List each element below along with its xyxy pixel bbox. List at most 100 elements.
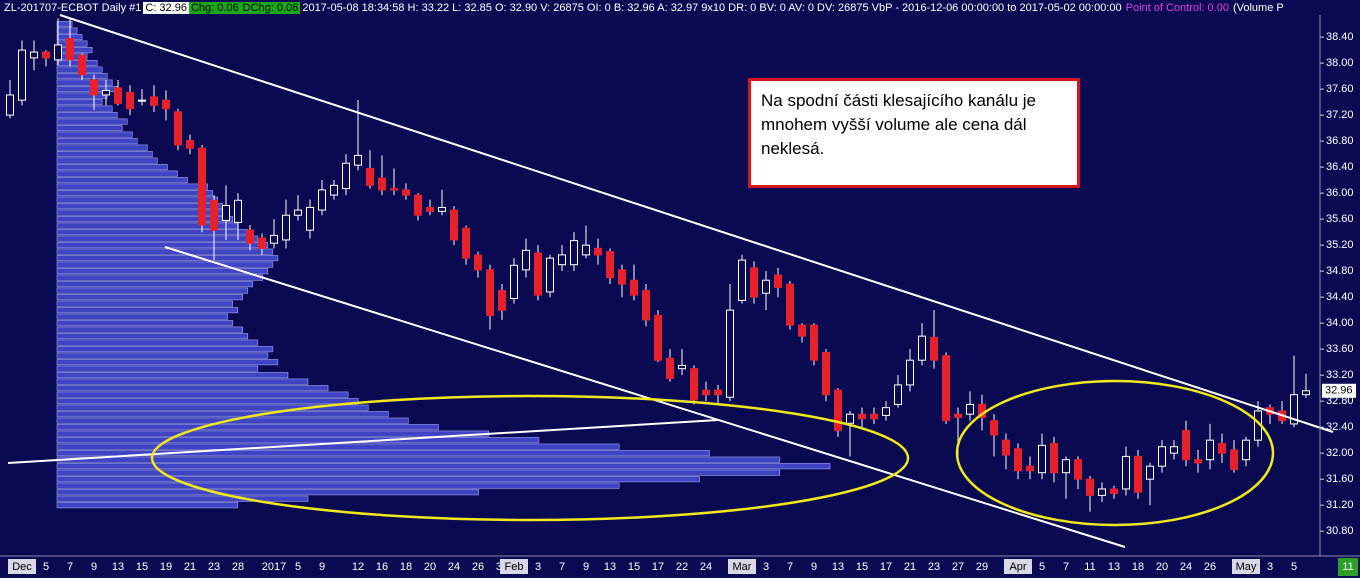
x-tick-label: 5 xyxy=(1039,561,1045,573)
y-tick-label: 32.80 xyxy=(1326,395,1354,407)
x-tick-label: 11 xyxy=(1084,561,1095,573)
candle-body xyxy=(1170,446,1178,454)
x-tick-label: 5 xyxy=(43,561,49,573)
candle-body xyxy=(1206,439,1214,461)
volume-bar xyxy=(56,131,133,138)
volume-bar xyxy=(56,183,208,190)
volume-bar xyxy=(56,164,168,171)
volume-bar xyxy=(56,450,710,457)
x-tick-label: 3 xyxy=(1267,561,1273,573)
y-tick-label: 32.40 xyxy=(1326,421,1354,433)
candle-body xyxy=(450,209,458,241)
volume-bar xyxy=(56,255,279,262)
x-tick-label: 15 xyxy=(628,561,640,573)
x-tick-label: 7 xyxy=(67,561,73,573)
y-tick-label: 31.20 xyxy=(1326,499,1354,511)
y-tick-label: 36.40 xyxy=(1326,161,1354,173)
x-tick-label: 5 xyxy=(295,561,301,573)
x-tick-label: 17 xyxy=(880,561,892,573)
candle-body xyxy=(1038,444,1046,474)
candle-body xyxy=(1230,449,1238,470)
candle-body xyxy=(654,314,662,361)
candle-body xyxy=(822,351,830,396)
candle-body xyxy=(270,234,278,244)
candle-body xyxy=(750,267,758,298)
candle-body xyxy=(1218,442,1226,454)
candle-body xyxy=(390,188,398,191)
candle-body xyxy=(1074,459,1082,480)
volume-bar xyxy=(56,261,274,268)
candle-body xyxy=(366,167,374,186)
y-tick-label: 34.40 xyxy=(1326,291,1354,303)
candle-body xyxy=(6,94,14,116)
candle-body xyxy=(66,37,74,61)
candle-body xyxy=(1134,455,1142,493)
drawings xyxy=(7,14,1334,548)
volume-bar xyxy=(56,365,259,372)
y-tick-label: 34.80 xyxy=(1326,265,1354,277)
candle-body xyxy=(1002,439,1010,456)
volume-bar xyxy=(56,404,369,411)
volume-bar xyxy=(56,307,239,314)
close-box: C: 32.96 xyxy=(143,2,189,14)
candle-body xyxy=(486,269,494,316)
candle-body xyxy=(798,324,806,337)
candle-body xyxy=(42,51,50,59)
y-tick-label: 32.00 xyxy=(1326,447,1354,459)
study-name: (Volume P xyxy=(1232,2,1284,14)
candle-body xyxy=(498,290,506,311)
candle-body xyxy=(342,162,350,190)
volume-bar xyxy=(56,352,269,359)
trend-line xyxy=(59,14,1334,433)
y-tick-label: 34.00 xyxy=(1326,317,1354,329)
y-tick-label: 33.20 xyxy=(1326,369,1354,381)
volume-bar xyxy=(56,463,831,470)
candle-body xyxy=(1182,429,1190,461)
x-tick-label: 22 xyxy=(676,561,688,573)
volume-bar xyxy=(56,495,309,502)
candle-body xyxy=(846,413,854,424)
volume-bar xyxy=(56,196,218,203)
volume-bar xyxy=(56,391,349,398)
chg-box: Chg: 0.06 xyxy=(188,2,241,14)
candle-body xyxy=(282,214,290,241)
candle-body xyxy=(534,252,542,296)
candle-body xyxy=(510,264,518,299)
candle-body xyxy=(330,184,338,196)
volume-bar xyxy=(56,294,244,301)
candle-body xyxy=(546,257,554,293)
volume-bar xyxy=(56,281,254,288)
x-tick-label: May xyxy=(1236,561,1257,573)
axes: 30.80 31.20 31.60 32.00 32.40 32.80 33.20 33.60… xyxy=(8,31,1356,574)
candle-body xyxy=(1290,394,1298,425)
volume-bar xyxy=(56,456,781,463)
x-tick-label: 7 xyxy=(787,561,793,573)
candle-body xyxy=(150,96,158,106)
volume-bar xyxy=(56,144,148,151)
volume-bar xyxy=(56,476,700,483)
candle-body xyxy=(762,279,770,294)
x-tick-label: 24 xyxy=(700,561,712,573)
x-tick-label: 23 xyxy=(928,561,940,573)
candle-body xyxy=(1146,465,1154,480)
candle-body xyxy=(858,413,866,420)
candle-body xyxy=(774,274,782,288)
x-tick-label: 9 xyxy=(811,561,817,573)
volume-bar xyxy=(56,502,239,509)
volume-bar xyxy=(56,359,279,366)
volume-bar xyxy=(56,27,78,34)
candle-body xyxy=(966,403,974,415)
x-tick-label: 13 xyxy=(1108,561,1120,573)
x-tick-label: 24 xyxy=(448,561,460,573)
x-tick-label: 16 xyxy=(376,561,388,573)
y-tick-label: 31.60 xyxy=(1326,473,1354,485)
y-tick-label: 36.80 xyxy=(1326,135,1354,147)
candle-body xyxy=(438,206,446,212)
volume-bar xyxy=(56,60,98,67)
volume-bar xyxy=(56,424,439,431)
badge: 11 xyxy=(1338,558,1358,576)
x-tick-label: 9 xyxy=(91,561,97,573)
x-tick-label: 9 xyxy=(319,561,325,573)
candle-body xyxy=(1062,459,1070,474)
candle-body xyxy=(294,209,302,216)
